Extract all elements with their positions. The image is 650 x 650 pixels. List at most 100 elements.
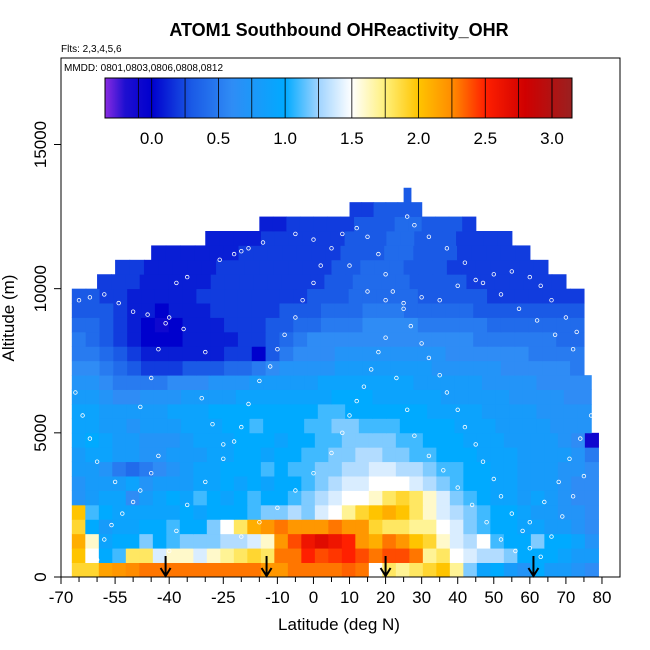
sample-point: [480, 280, 486, 286]
heatmap-cell: [463, 476, 478, 491]
heatmap-cell: [206, 490, 221, 506]
heatmap-cell: [345, 418, 360, 434]
heatmap-cell: [196, 317, 211, 333]
heatmap-cell: [276, 375, 292, 390]
heatmap-cell: [113, 331, 128, 347]
colorbar-box: [104, 77, 573, 119]
heatmap-cell: [395, 504, 410, 520]
heatmap-cell: [557, 447, 572, 463]
heatmap-cell: [331, 389, 346, 405]
sample-point: [556, 479, 561, 485]
heatmap-cell: [193, 476, 208, 491]
heatmap-cell: [376, 346, 391, 362]
heatmap-cell: [436, 562, 451, 577]
sample-point: [441, 468, 446, 473]
heatmap-cell: [331, 418, 346, 434]
heatmap-cell: [196, 288, 211, 304]
heatmap-cell: [143, 259, 159, 275]
heatmap-cell: [404, 331, 419, 347]
heatmap-cell: [481, 375, 497, 390]
heatmap-cell: [98, 504, 113, 520]
y-axis-label: Altitude (m): [0, 275, 18, 362]
heatmap-cell: [473, 303, 488, 318]
heatmap-cell: [154, 317, 170, 333]
heatmap-cell: [463, 461, 478, 477]
heatmap-cell: [362, 288, 377, 304]
heatmap-cell: [307, 360, 322, 376]
heatmap-cell: [449, 504, 464, 520]
heatmap-cell: [233, 447, 248, 463]
heatmap-cell: [355, 245, 371, 261]
heatmap-cell: [530, 504, 545, 520]
sample-point: [585, 364, 590, 369]
heatmap-cell: [113, 346, 128, 362]
heatmap-cell: [355, 490, 370, 506]
x-tick-label: 70: [556, 588, 575, 607]
heatmap-cell: [85, 461, 100, 477]
heatmap-cell: [274, 432, 289, 448]
heatmap-cell: [168, 346, 184, 362]
heatmap-cell: [85, 447, 100, 463]
sample-point: [498, 537, 504, 542]
heatmap-cell: [273, 259, 289, 275]
heatmap-cell: [196, 360, 211, 376]
heatmap-cell: [125, 476, 140, 491]
heatmap-cell: [158, 259, 174, 275]
heatmap-cell: [449, 476, 464, 491]
heatmap-cell: [431, 317, 447, 333]
heatmap-cell: [85, 504, 100, 520]
sample-point: [65, 367, 71, 372]
sample-point: [221, 456, 226, 461]
heatmap-cell: [417, 360, 433, 376]
sample-point: [549, 298, 554, 303]
sample-point: [275, 347, 280, 352]
heatmap-cell: [314, 461, 329, 477]
heatmap-cell: [85, 303, 101, 318]
heatmap-cell: [112, 519, 127, 535]
heatmap-cell: [386, 231, 401, 246]
sample-point: [246, 246, 251, 251]
heatmap-cell: [571, 519, 586, 535]
heatmap-cell: [571, 562, 586, 577]
heatmap-cell: [328, 432, 343, 448]
heatmap-cell: [331, 259, 347, 275]
heatmap-cell: [166, 476, 181, 491]
heatmap-cell: [355, 432, 370, 448]
sample-point: [145, 312, 150, 317]
heatmap-cell: [417, 346, 433, 362]
heatmap-cell: [449, 490, 464, 506]
heatmap-cell: [544, 562, 559, 577]
heatmap-cell: [179, 476, 194, 491]
heatmap-cell: [341, 461, 356, 477]
heatmap-cell: [299, 216, 315, 232]
heatmap-cell: [530, 447, 545, 463]
heatmap-cell: [542, 317, 557, 333]
sample-point: [87, 295, 93, 300]
heatmap-cell: [500, 245, 516, 261]
sample-point: [462, 260, 468, 265]
heatmap-cell: [193, 562, 208, 577]
heatmap-cell: [372, 231, 387, 246]
heatmap-cell: [220, 432, 235, 448]
heatmap-cell: [473, 346, 488, 362]
heatmap-cell: [504, 259, 520, 275]
heatmap-cell: [500, 346, 516, 362]
heatmap-cell: [517, 490, 532, 506]
heatmap-cell: [274, 476, 289, 491]
heatmap-cell: [296, 245, 312, 261]
heatmap-cell: [386, 389, 401, 405]
sample-point: [552, 332, 558, 337]
heatmap-cell: [179, 519, 194, 535]
heatmap-cell: [85, 288, 101, 304]
sample-point: [102, 292, 107, 297]
x-tick-label: -10: [265, 588, 290, 607]
sample-point: [444, 246, 450, 251]
heatmap-cell: [290, 375, 305, 390]
sample-point: [340, 430, 345, 435]
heatmap-cell: [126, 375, 141, 390]
heatmap-cell: [544, 519, 559, 535]
heatmap-cell: [422, 504, 437, 520]
y-tick-label: 15000: [31, 121, 50, 168]
heatmap-cell: [71, 360, 87, 376]
heatmap-cell: [395, 432, 410, 448]
